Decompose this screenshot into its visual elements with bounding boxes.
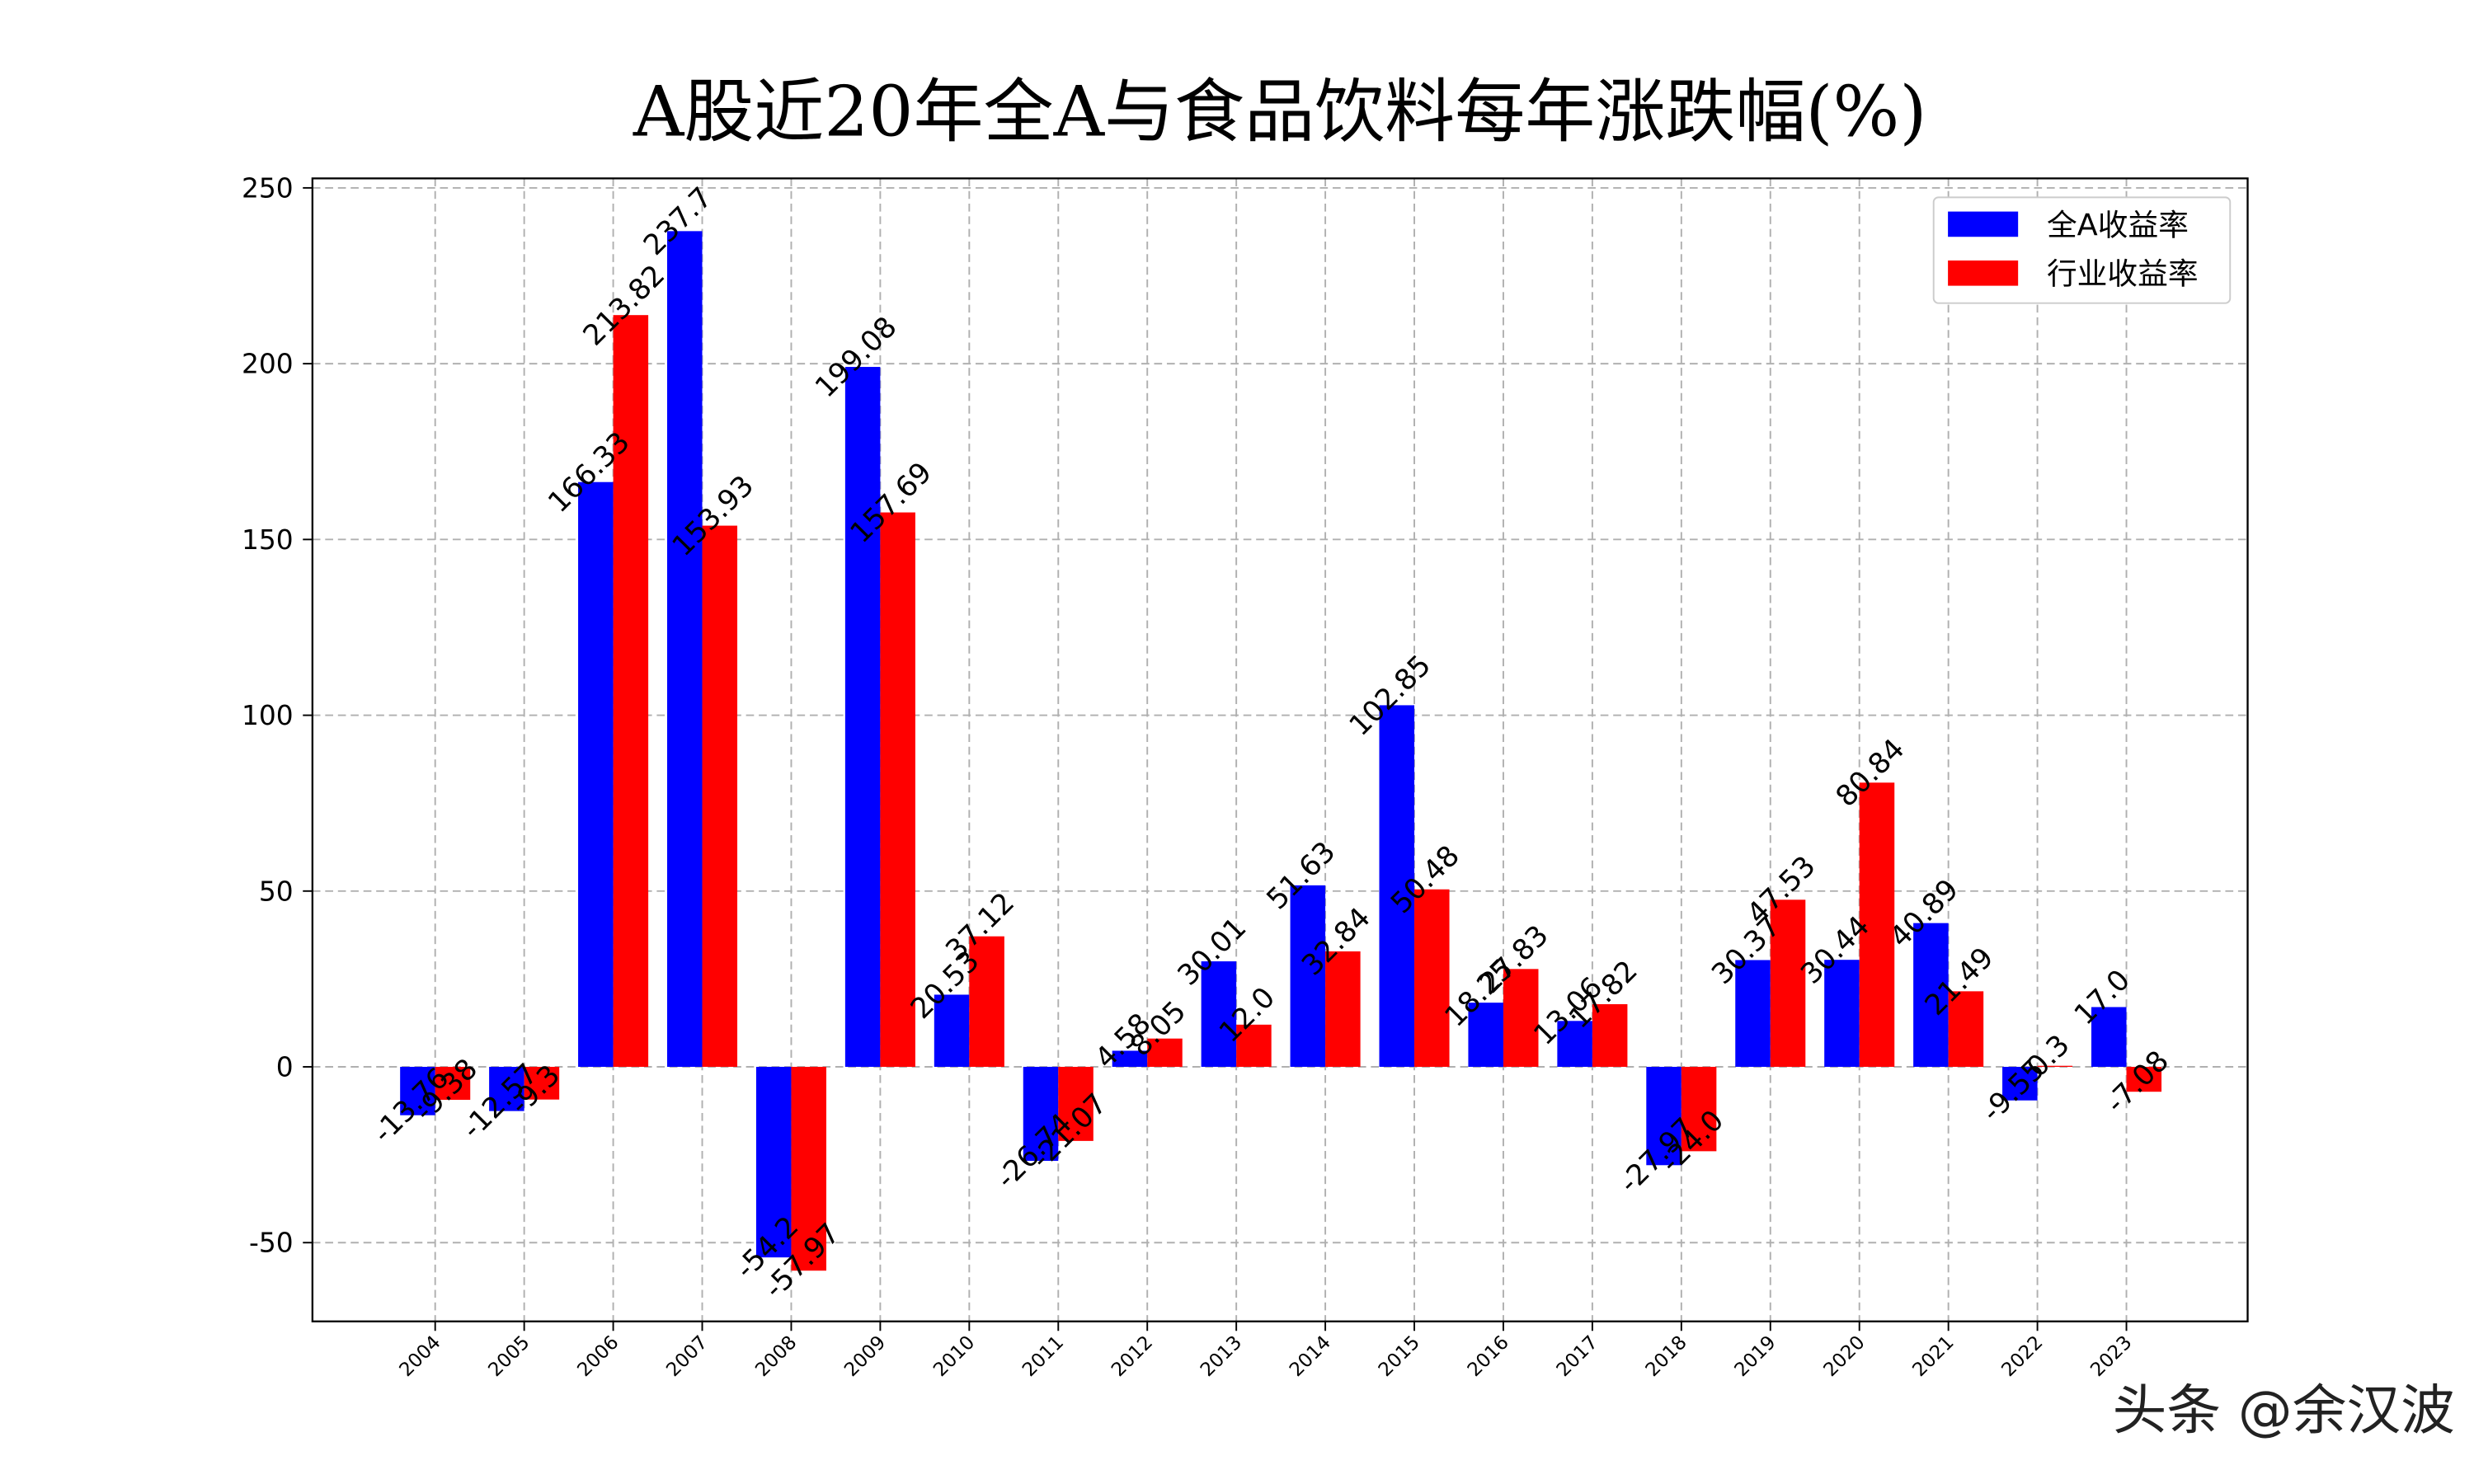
bar — [1468, 1003, 1503, 1068]
bar — [1147, 1038, 1183, 1068]
legend-label: 行业收益率 — [2047, 256, 2199, 292]
bar — [1414, 889, 1450, 1068]
bar — [934, 994, 970, 1068]
bar — [2091, 1007, 2127, 1068]
bar — [969, 936, 1004, 1068]
bar — [1503, 969, 1539, 1068]
chart-title: A股近20年全A与食品饮料每年涨跌幅(%) — [633, 71, 1927, 153]
bar — [1770, 899, 1806, 1068]
bar — [666, 231, 703, 1068]
y-tick-label: 50 — [259, 876, 294, 907]
y-tick-label: 250 — [242, 173, 294, 204]
plot-frame — [311, 177, 2249, 1322]
bar — [2037, 1065, 2073, 1068]
bar — [1824, 960, 1860, 1068]
bar — [1379, 705, 1415, 1068]
watermark: 头条 @余汉波 — [2113, 1379, 2455, 1442]
bar — [1023, 1067, 1059, 1162]
bar — [489, 1067, 524, 1111]
bar — [400, 1067, 435, 1115]
bar — [613, 315, 649, 1068]
bar — [2126, 1067, 2162, 1092]
bar — [755, 1067, 792, 1258]
y-tick-label: 100 — [242, 700, 294, 731]
legend-label: 全A收益率 — [2047, 207, 2189, 242]
bar — [1557, 1021, 1592, 1068]
bar — [791, 1067, 826, 1271]
y-tick-label: 150 — [242, 524, 294, 556]
bar — [1290, 885, 1326, 1068]
bar — [2002, 1067, 2038, 1101]
bar — [435, 1067, 471, 1101]
bar — [880, 512, 915, 1068]
bar — [844, 367, 881, 1068]
y-tick-label: -50 — [249, 1228, 294, 1259]
y-tick-label: 0 — [276, 1052, 294, 1083]
bar — [1201, 961, 1237, 1068]
bar — [1735, 960, 1771, 1068]
bar — [524, 1067, 560, 1100]
legend-swatch — [1948, 211, 2019, 237]
legend-swatch — [1948, 260, 2019, 286]
bar — [1913, 923, 1949, 1068]
bar — [1859, 782, 1895, 1068]
y-tick-label: 200 — [242, 349, 294, 380]
bar — [1681, 1067, 1717, 1152]
bar — [1058, 1067, 1094, 1141]
bar — [1592, 1004, 1628, 1068]
bar — [1325, 951, 1361, 1068]
bar — [1646, 1067, 1681, 1166]
bar — [578, 481, 614, 1068]
bar — [702, 525, 738, 1068]
bar — [1112, 1050, 1148, 1068]
bar — [1948, 991, 1984, 1068]
bar — [1236, 1024, 1272, 1068]
